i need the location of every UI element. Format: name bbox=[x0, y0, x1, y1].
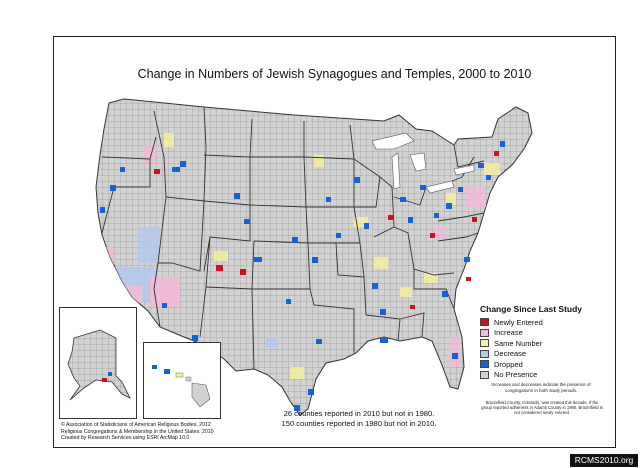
legend-swatch-increase bbox=[480, 328, 489, 337]
legend-swatch-no-presence bbox=[480, 370, 489, 379]
count-line-1980: 150 counties reported in 1980 but not in… bbox=[281, 418, 437, 428]
credit-creator: Created by Research Services using ESRI … bbox=[61, 435, 190, 442]
legend-title: Change Since Last Study bbox=[480, 304, 583, 314]
legend-item-newly-entered: Newly Entered bbox=[480, 317, 615, 328]
map-title: Change in Numbers of Jewish Synagogues a… bbox=[137, 67, 532, 81]
legend-swatch-dropped bbox=[480, 360, 489, 369]
legend-item-increase: Increase bbox=[480, 328, 615, 339]
alaska-inset bbox=[59, 307, 137, 419]
legend-swatch-decrease bbox=[480, 349, 489, 358]
hawaii-inset bbox=[143, 342, 221, 419]
county-markers bbox=[100, 141, 505, 411]
county-counts: 26 counties reported in 2010 but not in … bbox=[259, 409, 459, 428]
great-lakes bbox=[371, 132, 475, 194]
count-line-2010: 26 counties reported in 2010 but not in … bbox=[283, 409, 435, 418]
legend-item-decrease: Decrease bbox=[480, 349, 615, 360]
credit-source: Religious Congregations & Membership in … bbox=[61, 428, 214, 435]
credits: © Association of Statisticians of Americ… bbox=[61, 422, 214, 442]
credit-copyright: © Association of Statisticians of Americ… bbox=[61, 422, 211, 428]
legend-item-no-presence: No Presence bbox=[480, 370, 615, 381]
us-county-map bbox=[95, 98, 533, 416]
watermark: RCMS2010.org bbox=[570, 454, 638, 467]
map-frame: Change in Numbers of Jewish Synagogues a… bbox=[53, 36, 616, 448]
legend-item-same-number: Same Number bbox=[480, 338, 615, 349]
broomfield-note: Broomfield County, Colorado, was created… bbox=[481, 400, 603, 416]
legend-item-dropped: Dropped bbox=[480, 359, 615, 370]
state-borders bbox=[101, 106, 485, 370]
legend-swatch-newly-entered bbox=[480, 318, 489, 327]
map-legend: Change Since Last Study Newly Entered In… bbox=[480, 304, 615, 393]
legend-note: Increases and decreases indicate the pre… bbox=[491, 382, 591, 393]
legend-swatch-same-number bbox=[480, 339, 489, 348]
